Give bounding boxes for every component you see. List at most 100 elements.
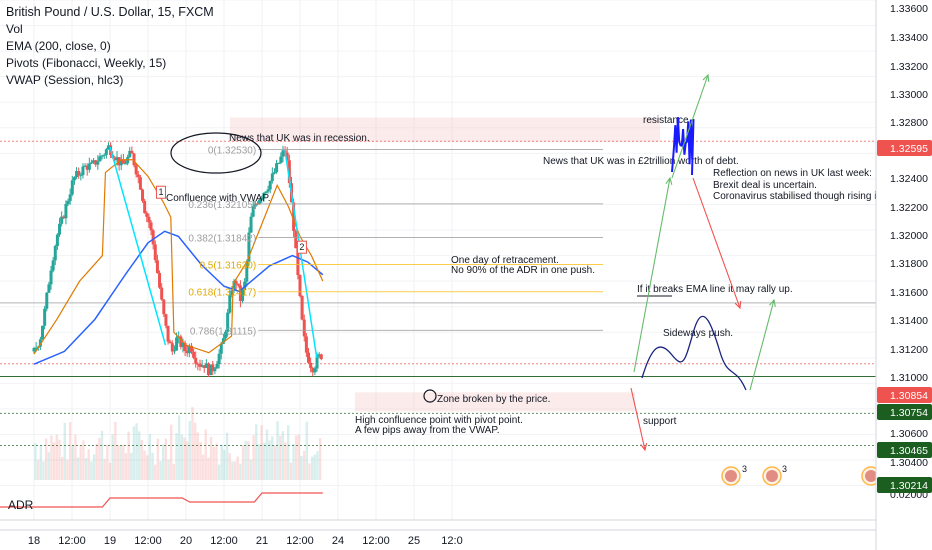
price-tick-label: 1.31800 [890, 258, 928, 270]
candle-body [217, 353, 221, 365]
price-badge: 1.30854 [877, 387, 932, 403]
trade-marker-box [155, 185, 166, 199]
legend-pivots[interactable]: Pivots (Fibonacci, Weekly, 15) [6, 56, 167, 70]
candle-body [189, 345, 193, 352]
volume-bar [209, 436, 213, 480]
volume-bar [289, 462, 293, 480]
candle-body [313, 368, 317, 373]
fib-level-label: 0.382(1.31842) [188, 233, 256, 244]
candle-body [221, 338, 225, 344]
legend-vwap[interactable]: VWAP (Session, hlc3) [6, 73, 124, 87]
uk-flag-icon-fill [725, 470, 737, 482]
volume-bar [98, 437, 101, 480]
candle-body [155, 260, 159, 274]
chart-annotation: Confluence with VWAP. [166, 193, 271, 204]
uk-flag-icon-fill [766, 470, 778, 482]
legend-vol[interactable]: Vol [6, 22, 23, 36]
grid [0, 0, 876, 520]
volume-bar [276, 421, 279, 480]
candle-body [219, 343, 223, 354]
price-badge-label: 1.30854 [890, 390, 928, 402]
volume-bar [228, 452, 231, 480]
candle-body [224, 331, 228, 339]
chart-annotation: High confluence point with pivot point. [355, 415, 523, 426]
volume-bar [273, 445, 277, 480]
time-tick-label: 24 [332, 535, 344, 547]
candle-body [145, 213, 149, 217]
time-tick-label: 12:00 [362, 535, 390, 547]
candle-body [175, 337, 179, 351]
bearish-arrow-head [734, 300, 742, 310]
volume-bar [287, 425, 290, 480]
candle-body [279, 156, 283, 163]
volume-bar [138, 431, 141, 480]
demand-zone [355, 392, 635, 412]
volume-bar [95, 443, 98, 480]
candle-body [304, 336, 308, 353]
volume-bar [68, 421, 72, 480]
candle-body [141, 189, 145, 201]
chart-annotation: A few pips away from the VWAP. [355, 425, 500, 436]
candle-body [277, 162, 281, 164]
fib-level-label: 0.786(1.31115) [190, 326, 256, 337]
chart-annotation: Coronavirus stabilised though rising in … [713, 191, 906, 202]
volume-bar [265, 429, 269, 480]
candle-body [68, 194, 72, 201]
candle-body [164, 314, 168, 326]
event-count: 3 [782, 464, 787, 474]
time-axis: 18 12:00 19 12:00 20 12:00 21 12:00 24 12:00 25 12:… [0, 529, 876, 547]
volume-bar [239, 463, 242, 480]
candle-body [53, 245, 57, 261]
candle-body [100, 155, 104, 157]
candle-body [287, 160, 291, 184]
volume-bar [143, 450, 146, 480]
candle-body [134, 165, 138, 175]
volume-bar [52, 442, 56, 480]
candle-body [309, 362, 313, 368]
time-tick-label: 12:00 [58, 535, 86, 547]
volume-bar [162, 444, 165, 480]
volume-bar [151, 452, 154, 480]
candle-body [258, 199, 262, 204]
candle-body [209, 364, 213, 376]
fib-level-label: 0(1.32530) [208, 146, 256, 157]
volume-bar [252, 435, 255, 480]
candle-body [194, 357, 198, 364]
volume-bar [58, 439, 61, 480]
price-badge-label: 1.32595 [890, 143, 928, 155]
candle-body [66, 200, 70, 205]
price-badge-label: 1.30214 [890, 480, 928, 492]
candle-body [158, 273, 162, 288]
legend-ema[interactable]: EMA (200, close, 0) [6, 39, 111, 53]
chart-annotation: If it breaks EMA line it may rally up. [637, 284, 793, 295]
candle-body [247, 232, 251, 262]
symbol-title[interactable]: British Pound / U.S. Dollar, 15, FXCM [6, 5, 214, 19]
volume-bar [175, 433, 178, 480]
candle-body [317, 354, 321, 357]
candle-body [128, 150, 132, 158]
candle-body [58, 223, 62, 235]
candle-body [87, 163, 91, 170]
trade-marker-label: 1 [158, 187, 163, 197]
candle-body [130, 150, 134, 154]
volume-bar [183, 437, 186, 480]
volume-bar [196, 432, 199, 480]
ema-line [33, 230, 324, 365]
price-badge: 1.30754 [877, 404, 932, 420]
candle-body [113, 157, 117, 161]
adr-pane-label[interactable]: ADR [8, 498, 34, 512]
volume-bar [114, 422, 117, 480]
candle-body [94, 160, 98, 165]
candle-body [270, 173, 274, 182]
volume-bar [39, 445, 43, 480]
volume-bar [116, 445, 120, 480]
bullish-arrow [633, 177, 671, 373]
chart-annotation: One day of retracement. [451, 255, 559, 266]
price-tick-label: 1.31200 [890, 344, 928, 356]
trade-marker-label: 2 [299, 242, 304, 252]
volume-bar [84, 458, 88, 480]
price-tick-label: 1.32200 [890, 202, 928, 214]
volume-bar [247, 441, 250, 480]
chart-annotation: News that UK was in £2trillion worth of … [543, 156, 739, 167]
